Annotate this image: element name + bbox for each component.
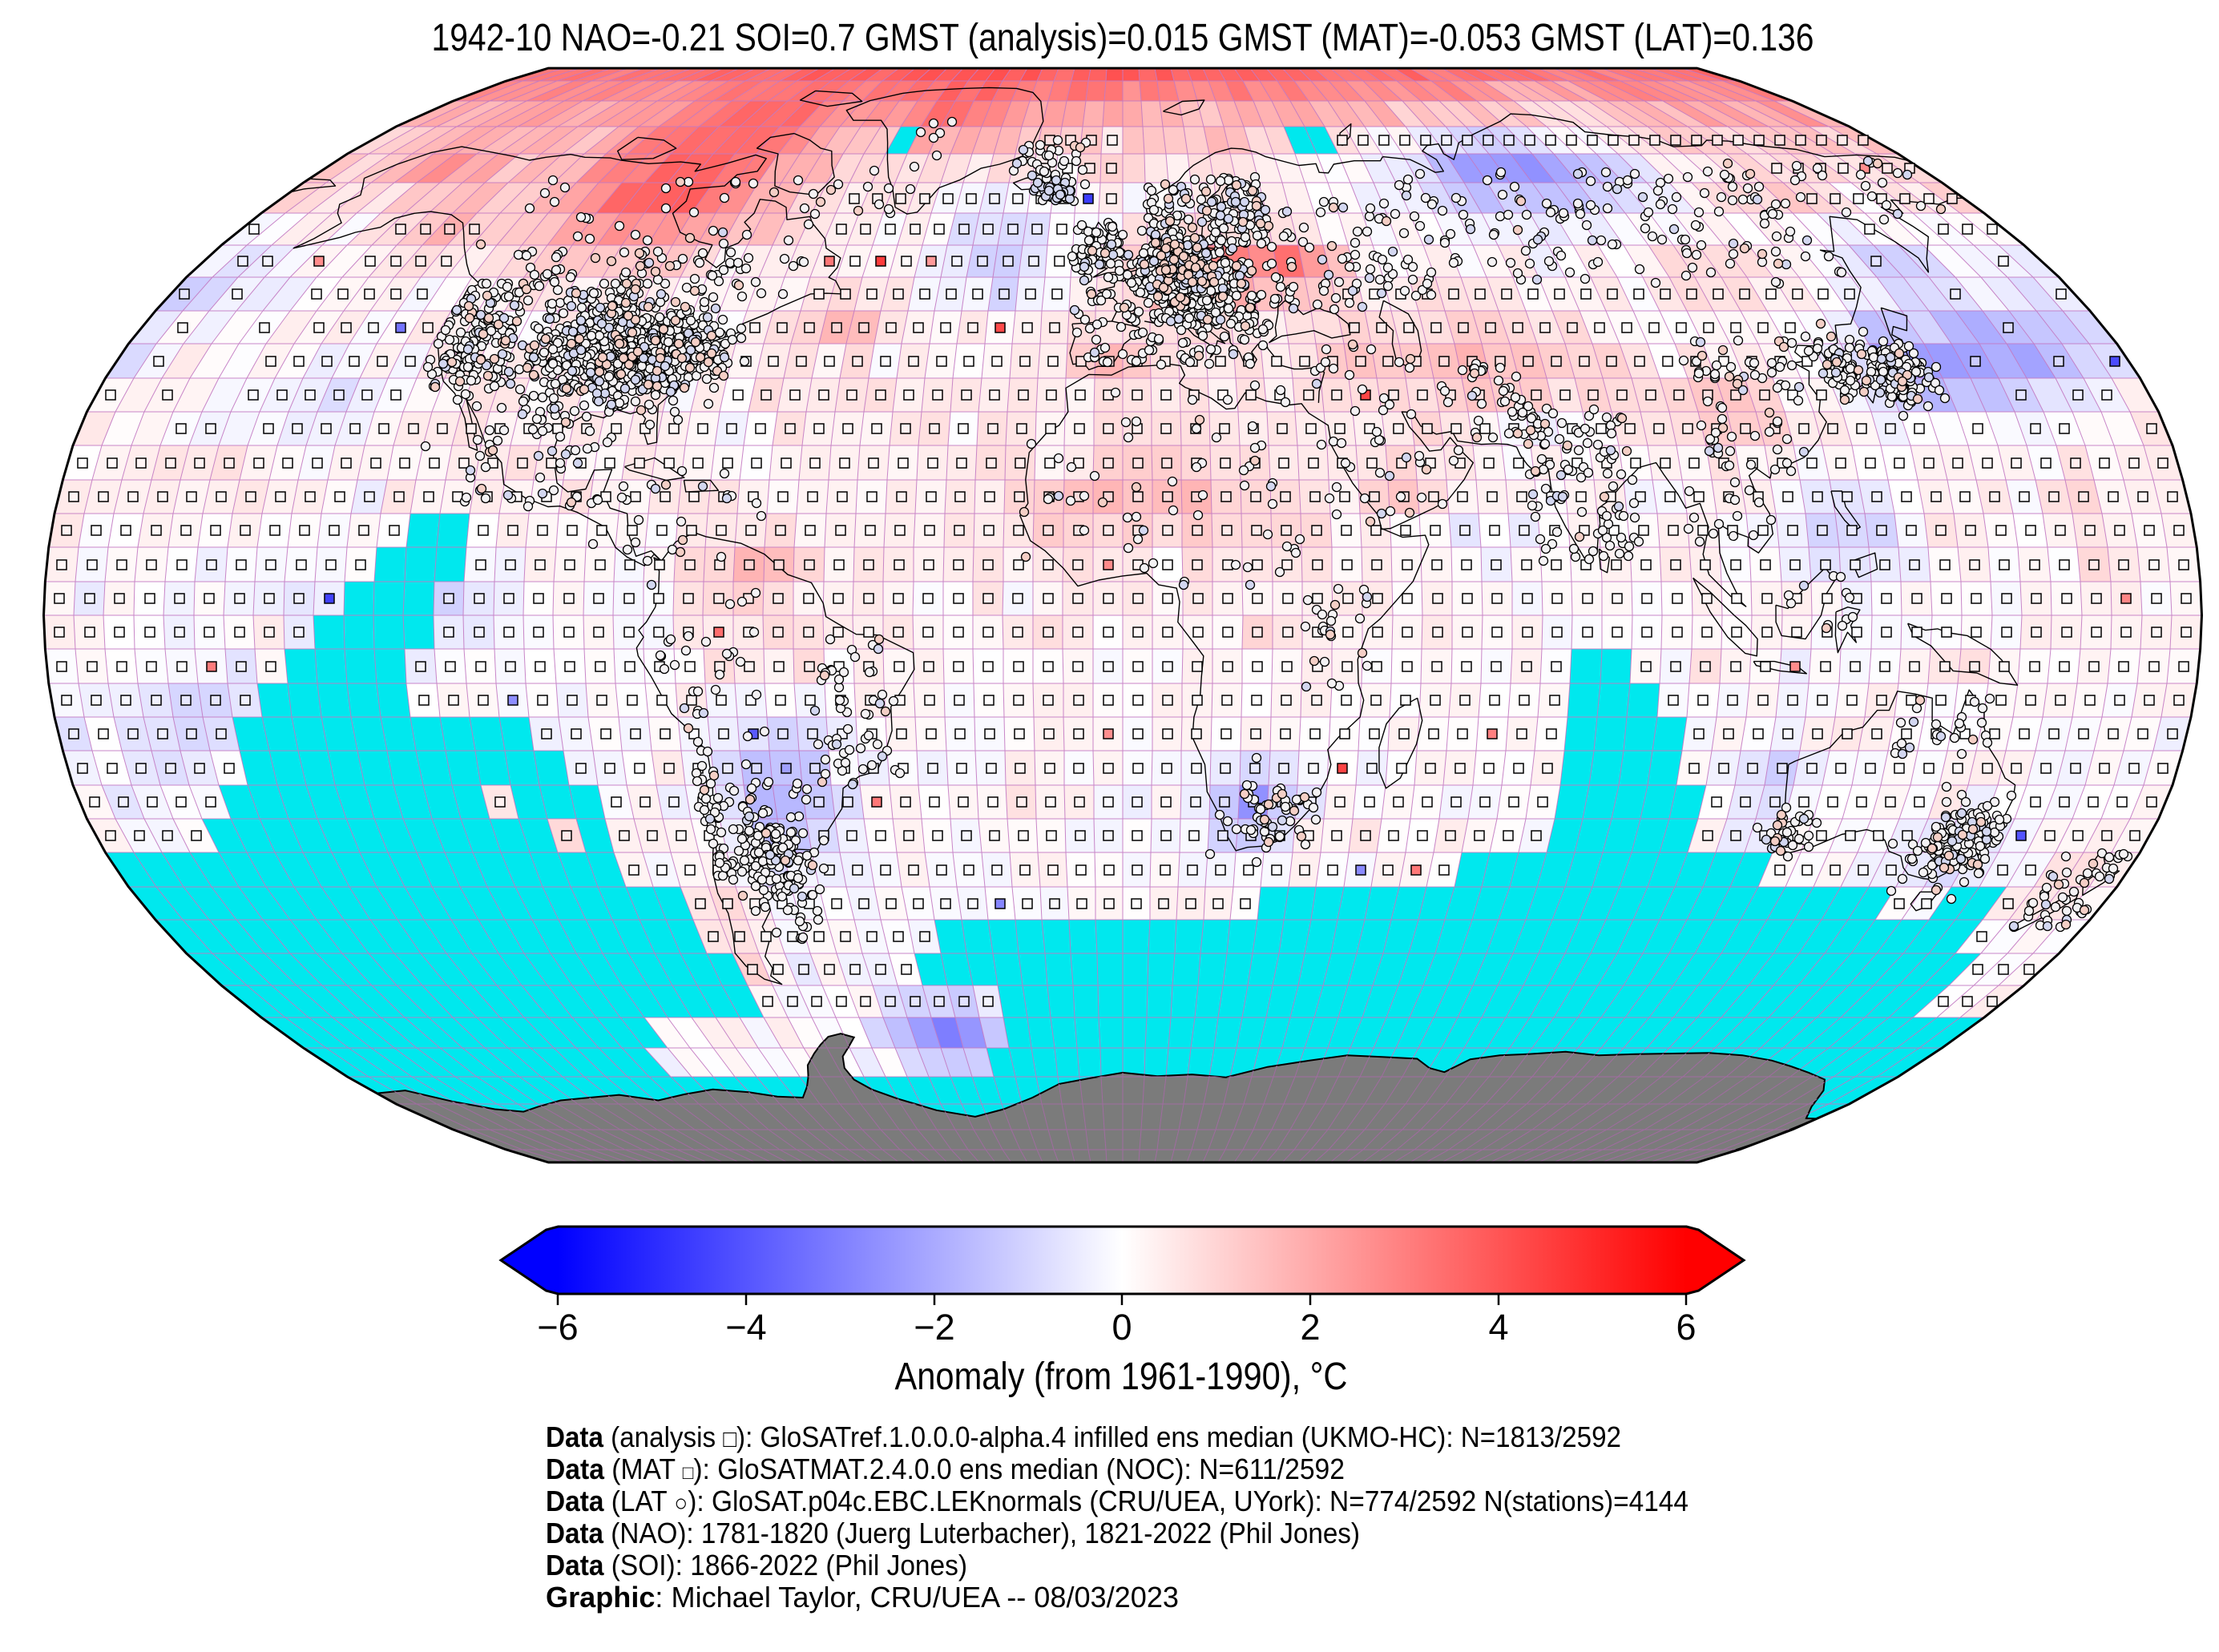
svg-text:1942-10 NAO=-0.21 SOI=0.7 GMST: 1942-10 NAO=-0.21 SOI=0.7 GMST (analysis…: [432, 17, 1814, 59]
